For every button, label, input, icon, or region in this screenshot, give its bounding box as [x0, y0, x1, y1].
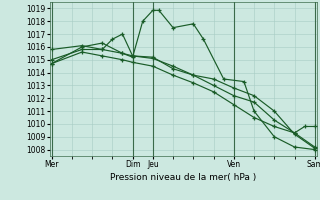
X-axis label: Pression niveau de la mer( hPa ): Pression niveau de la mer( hPa ) [110, 173, 256, 182]
